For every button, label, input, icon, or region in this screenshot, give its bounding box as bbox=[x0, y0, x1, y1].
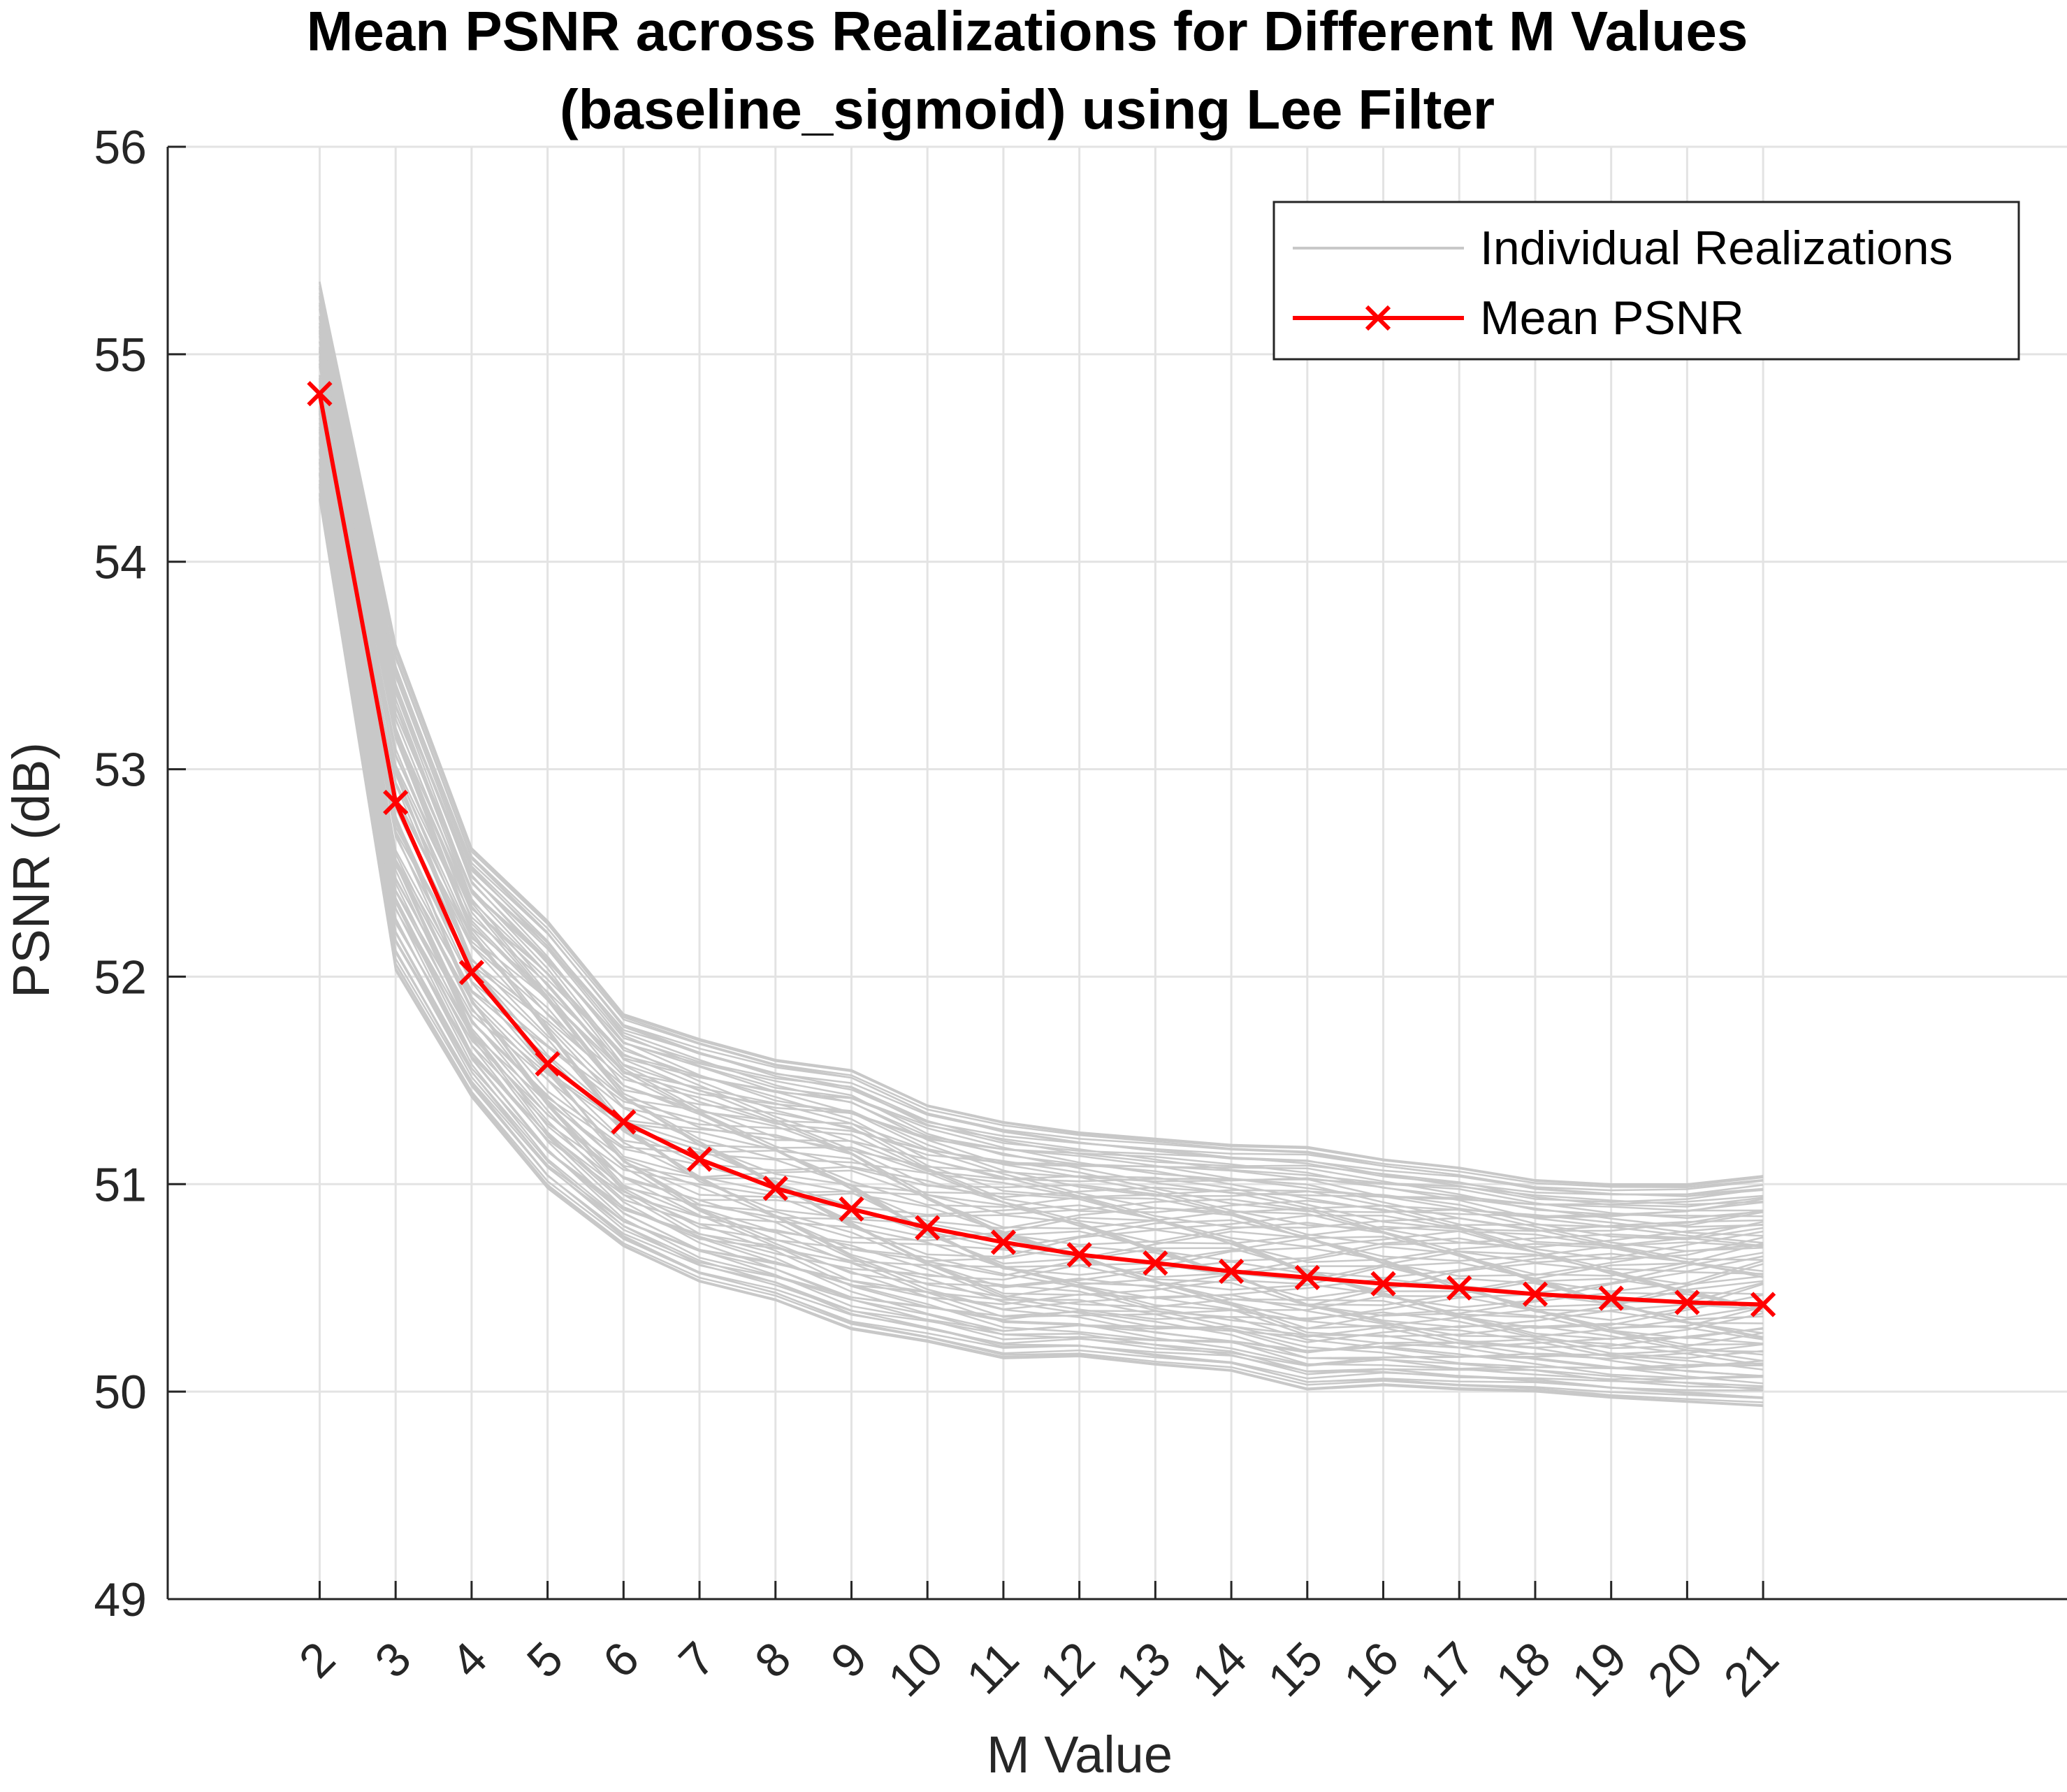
mean-psnr-marker bbox=[1446, 1275, 1472, 1301]
legend: Individual Realizations Mean PSNR bbox=[1272, 201, 2020, 361]
realization-line bbox=[319, 308, 1764, 1228]
mean-psnr-marker bbox=[915, 1215, 941, 1241]
realization-line bbox=[319, 408, 1764, 1292]
mean-psnr-marker bbox=[307, 381, 333, 407]
realization-line bbox=[319, 474, 1764, 1389]
realization-line bbox=[319, 341, 1764, 1232]
realization-line bbox=[319, 296, 1764, 1203]
realization-line bbox=[319, 422, 1764, 1310]
realization-line bbox=[319, 443, 1764, 1360]
realization-line bbox=[319, 411, 1764, 1319]
legend-box bbox=[1272, 201, 2020, 361]
realization-line bbox=[319, 282, 1764, 1187]
realization-line bbox=[319, 287, 1764, 1196]
realization-line bbox=[319, 352, 1764, 1292]
realization-line bbox=[319, 326, 1764, 1252]
realization-line bbox=[319, 333, 1764, 1237]
mean-psnr-marker bbox=[1143, 1250, 1168, 1276]
realization-line bbox=[319, 322, 1764, 1232]
realization-line bbox=[319, 461, 1764, 1380]
realization-line bbox=[319, 302, 1764, 1216]
realization-line bbox=[319, 377, 1764, 1321]
mean-psnr-marker bbox=[1598, 1285, 1624, 1311]
y-tick-label: 49 bbox=[94, 1573, 147, 1626]
realization-line bbox=[319, 317, 1764, 1219]
realization-line bbox=[319, 439, 1764, 1349]
realization-line bbox=[319, 452, 1764, 1341]
realization-line bbox=[319, 384, 1764, 1329]
realization-line bbox=[319, 286, 1764, 1188]
mean-psnr-marker bbox=[1294, 1264, 1320, 1290]
realization-line bbox=[319, 495, 1764, 1403]
legend-marker-mean-psnr bbox=[1365, 305, 1391, 331]
realization-line bbox=[319, 442, 1764, 1339]
mean-psnr-marker bbox=[1370, 1271, 1396, 1296]
x-axis-label: M Value bbox=[987, 1726, 1173, 1784]
chart-title-line-1: Mean PSNR across Realizations for Differ… bbox=[307, 0, 1748, 62]
realization-line bbox=[319, 428, 1764, 1359]
mean-psnr-marker bbox=[686, 1146, 713, 1172]
mean-psnr-marker bbox=[611, 1109, 637, 1135]
y-tick-label: 50 bbox=[94, 1366, 147, 1419]
mean-psnr-marker bbox=[1674, 1289, 1700, 1315]
realization-line bbox=[319, 409, 1764, 1329]
realization-line bbox=[319, 493, 1764, 1399]
realization-line bbox=[319, 380, 1764, 1278]
mean-psnr-marker bbox=[458, 960, 485, 985]
mean-psnr-line bbox=[317, 393, 1764, 1307]
y-tick-label: 52 bbox=[94, 951, 147, 1004]
axes bbox=[166, 145, 2067, 1600]
realization-line bbox=[319, 498, 1764, 1406]
realization-line bbox=[319, 287, 1764, 1192]
mean-psnr-marker bbox=[762, 1176, 788, 1201]
y-tick-labels: 49 50 51 52 53 54 55 56 bbox=[94, 121, 147, 1626]
mean-psnr-marker bbox=[1750, 1292, 1776, 1317]
realization-line bbox=[319, 329, 1764, 1260]
y-axis-label: PSNR (dB) bbox=[2, 742, 60, 998]
realization-line bbox=[319, 483, 1764, 1392]
realization-line bbox=[319, 474, 1764, 1380]
legend-label-individual-realizations: Individual Realizations bbox=[1480, 222, 1953, 275]
mean-psnr-series bbox=[307, 381, 1776, 1317]
realization-line bbox=[319, 308, 1764, 1206]
realization-line bbox=[319, 315, 1764, 1241]
realization-line bbox=[319, 351, 1764, 1277]
realization-line bbox=[319, 417, 1764, 1350]
chart-title-line-2: (baseline_sigmoid) using Lee Filter bbox=[560, 78, 1495, 140]
realization-upper-envelope bbox=[319, 281, 1764, 1185]
realization-lower-envelope bbox=[319, 499, 1764, 1408]
y-tick-label: 51 bbox=[94, 1158, 147, 1211]
mean-psnr-marker bbox=[383, 789, 409, 816]
mean-psnr-marker bbox=[990, 1229, 1017, 1255]
mean-psnr-marker bbox=[1522, 1281, 1549, 1307]
mean-psnr-marker bbox=[535, 1050, 560, 1077]
y-tick-label: 54 bbox=[94, 536, 147, 589]
realization-line bbox=[319, 431, 1764, 1356]
y-tick-label: 56 bbox=[94, 121, 147, 174]
mean-psnr-marker bbox=[1218, 1258, 1245, 1285]
mean-psnr-marker bbox=[839, 1196, 864, 1222]
realization-line bbox=[319, 351, 1764, 1264]
realization-line bbox=[319, 359, 1764, 1272]
mean-psnr-marker bbox=[1066, 1242, 1092, 1268]
realization-line bbox=[319, 326, 1764, 1247]
realization-line bbox=[319, 411, 1764, 1341]
y-tick-label: 55 bbox=[94, 328, 147, 382]
realization-line bbox=[319, 341, 1764, 1261]
y-tick-label: 53 bbox=[94, 744, 147, 797]
legend-label-mean-psnr: Mean PSNR bbox=[1480, 291, 1744, 345]
